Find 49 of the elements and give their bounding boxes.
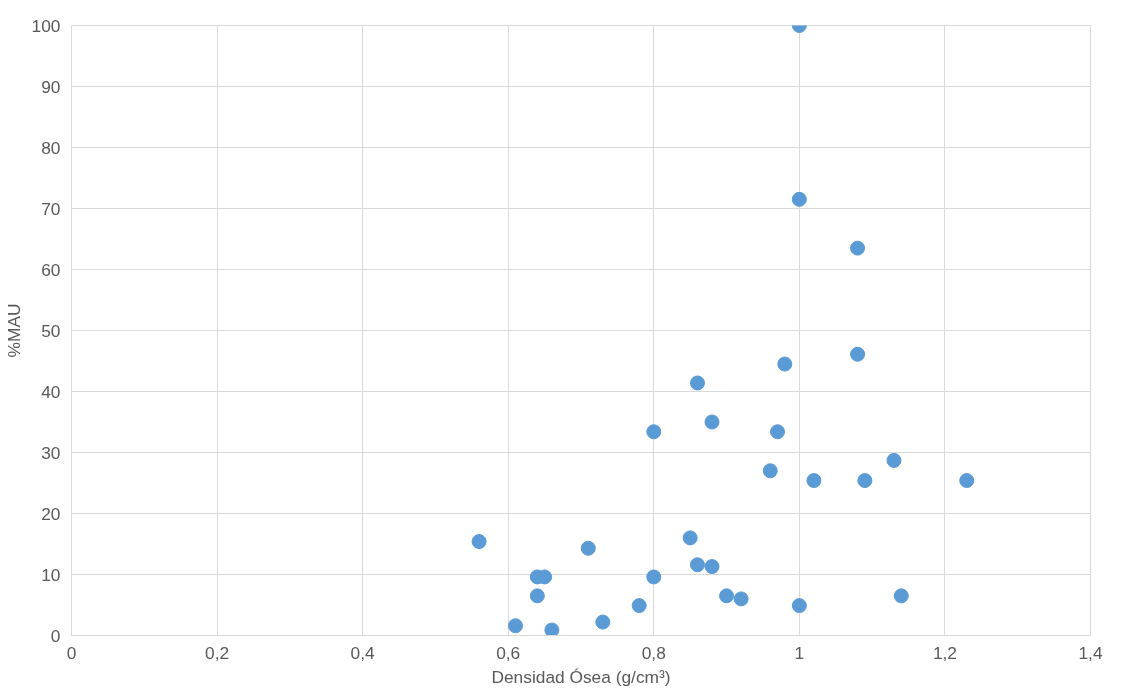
point — [646, 569, 662, 585]
point — [682, 530, 698, 546]
point — [704, 559, 720, 575]
y-tick-label: 30 — [41, 442, 61, 463]
point — [762, 463, 778, 479]
x-axis-title: Densidad Ósea (g/cm³) — [491, 666, 671, 687]
point — [646, 424, 662, 440]
point — [689, 375, 705, 391]
point — [806, 473, 822, 489]
point — [507, 618, 523, 634]
y-tick-label: 90 — [41, 76, 61, 97]
x-tick-label: 1,4 — [1078, 642, 1103, 663]
point — [595, 614, 611, 630]
y-tick-label: 50 — [41, 320, 61, 341]
y-axis-title: %MAU — [3, 303, 24, 358]
x-tick-label: 0,6 — [496, 642, 521, 663]
point — [850, 346, 866, 362]
y-tick-label: 60 — [41, 259, 61, 280]
point — [719, 588, 735, 604]
point — [631, 598, 647, 614]
point — [777, 356, 793, 372]
y-tick-label: 0 — [50, 625, 61, 646]
x-tick-label: 0,2 — [205, 642, 230, 663]
y-tick-label: 70 — [41, 198, 61, 219]
point — [791, 598, 807, 614]
y-tick-label: 20 — [41, 503, 61, 524]
point — [857, 473, 873, 489]
point — [529, 588, 545, 604]
y-tick-label: 40 — [41, 381, 61, 402]
y-tick-label: 100 — [31, 15, 61, 36]
x-tick-label: 1,2 — [932, 642, 957, 663]
point — [770, 424, 786, 440]
x-tick-label: 1 — [794, 642, 805, 663]
point — [791, 191, 807, 207]
y-tick-label: 80 — [41, 137, 61, 158]
point — [886, 452, 902, 468]
point — [850, 240, 866, 256]
point — [544, 622, 560, 636]
point — [471, 534, 487, 550]
point — [580, 540, 596, 556]
y-tick-label: 10 — [41, 564, 61, 585]
x-tick-label: 0,4 — [350, 642, 376, 663]
point — [893, 588, 909, 604]
point — [959, 473, 975, 489]
x-tick-label: 0 — [66, 642, 77, 663]
point — [704, 414, 720, 430]
x-tick-label: 0,8 — [641, 642, 666, 663]
point — [733, 591, 749, 607]
point — [689, 557, 705, 573]
